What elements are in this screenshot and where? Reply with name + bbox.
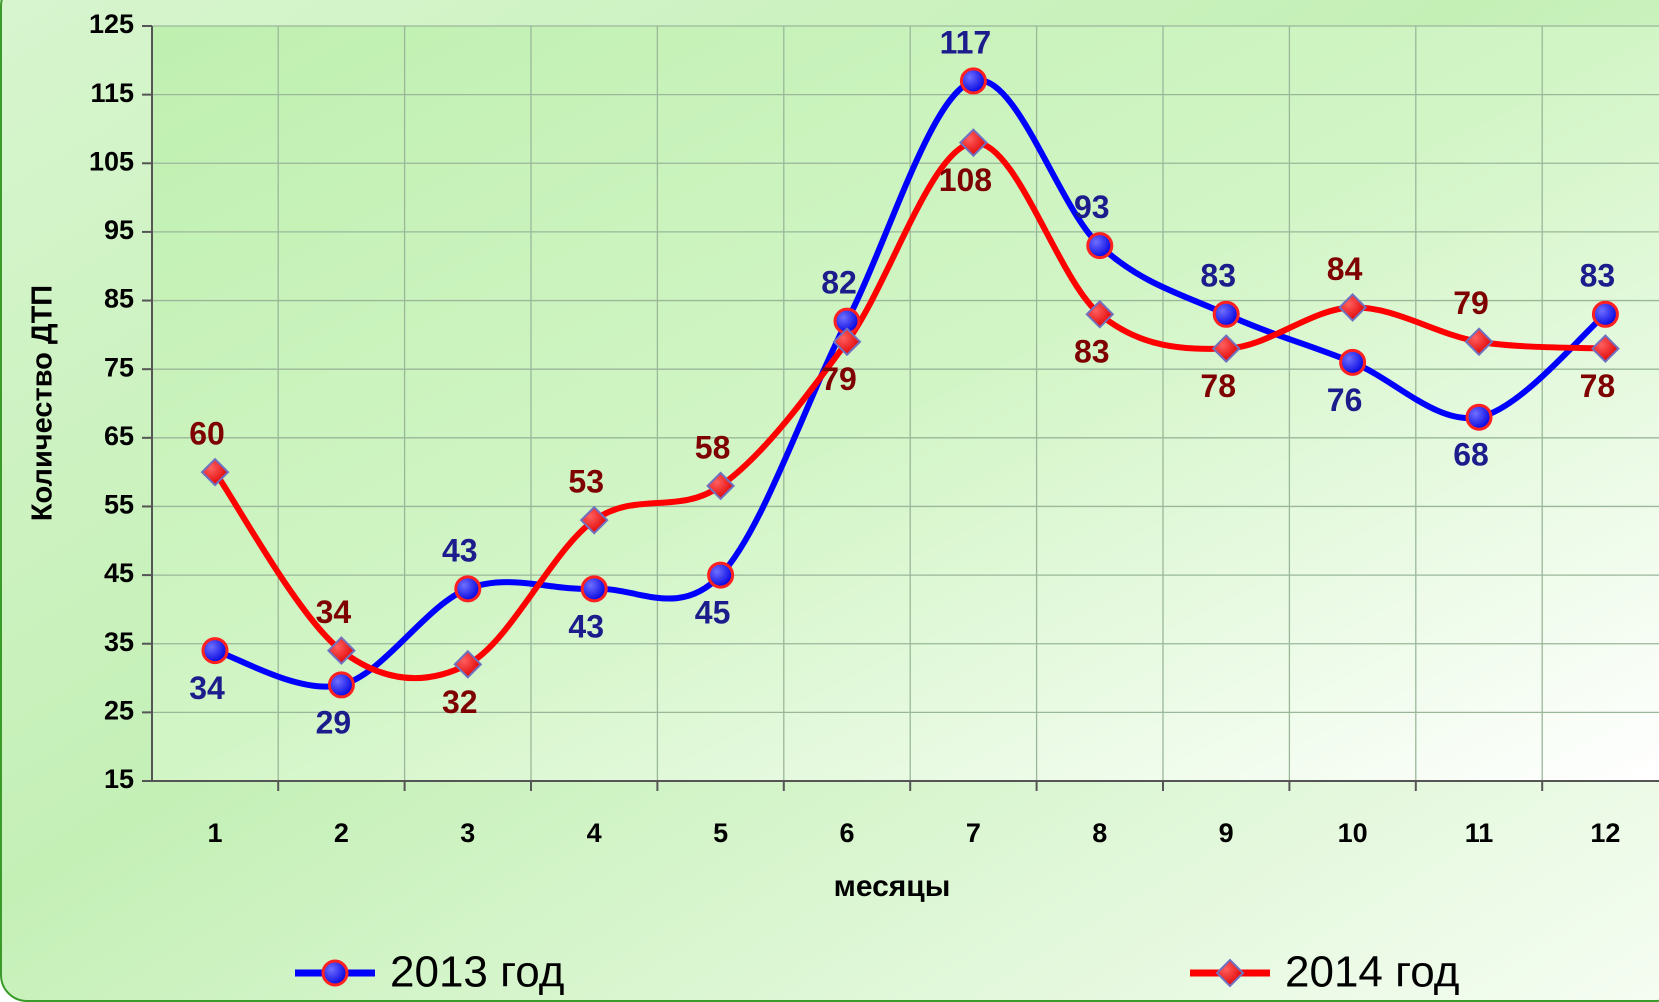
y-tick-label: 25 — [104, 695, 134, 725]
data-label: 60 — [189, 416, 225, 452]
data-label: 68 — [1453, 437, 1489, 473]
y-tick-label: 55 — [104, 490, 134, 520]
data-label: 84 — [1327, 251, 1363, 287]
marker — [1464, 327, 1494, 357]
x-tick-label: 5 — [713, 818, 728, 848]
x-tick-label: 11 — [1465, 818, 1494, 848]
x-tick-label: 12 — [1590, 818, 1620, 848]
x-tick-label: 4 — [587, 818, 602, 848]
legend-label: 2013 год — [390, 948, 564, 997]
legend-label: 2014 год — [1285, 948, 1459, 997]
x-tick-label: 9 — [1219, 818, 1234, 848]
data-label: 78 — [1580, 368, 1616, 404]
data-label: 83 — [1580, 258, 1616, 294]
x-tick-label: 10 — [1338, 818, 1368, 848]
marker — [201, 637, 229, 665]
data-label: 108 — [939, 162, 992, 198]
marker — [1086, 232, 1114, 260]
x-tick-label: 6 — [839, 818, 854, 848]
data-label: 34 — [316, 594, 352, 630]
marker — [832, 327, 862, 357]
y-tick-label: 125 — [89, 9, 134, 39]
data-label: 43 — [568, 608, 604, 644]
y-tick-label: 105 — [89, 146, 134, 176]
data-label: 117 — [940, 24, 992, 60]
marker — [200, 457, 230, 487]
x-tick-label: 1 — [207, 818, 222, 848]
marker — [1085, 299, 1115, 329]
data-label: 79 — [821, 361, 857, 397]
data-label: 93 — [1074, 189, 1110, 225]
data-label: 79 — [1453, 285, 1489, 321]
marker — [959, 67, 987, 95]
y-tick-label: 75 — [104, 352, 134, 382]
marker — [1211, 334, 1241, 364]
data-label: 78 — [1200, 368, 1236, 404]
data-label: 32 — [442, 684, 478, 720]
marker — [327, 671, 355, 699]
marker — [454, 575, 482, 603]
marker — [453, 649, 483, 679]
marker — [706, 471, 736, 501]
y-tick-label: 95 — [104, 215, 134, 245]
marker — [1591, 300, 1619, 328]
marker — [958, 128, 988, 158]
x-axis-label: месяцы — [834, 870, 951, 903]
y-tick-label: 85 — [104, 284, 134, 314]
y-tick-label: 65 — [104, 421, 134, 451]
data-label: 58 — [695, 429, 731, 465]
y-tick-label: 45 — [104, 558, 134, 588]
data-label: 34 — [189, 670, 225, 706]
marker — [1339, 348, 1367, 376]
marker — [707, 561, 735, 589]
marker — [1465, 403, 1493, 431]
legend-marker — [1215, 958, 1245, 988]
x-tick-label: 7 — [966, 818, 981, 848]
data-label: 76 — [1327, 382, 1363, 418]
y-axis-label: Количество ДТП — [27, 285, 59, 521]
data-label: 82 — [821, 265, 857, 301]
marker — [1338, 292, 1368, 322]
data-label: 83 — [1074, 334, 1110, 370]
legend-marker — [321, 959, 349, 987]
data-label: 29 — [316, 704, 352, 740]
y-tick-label: 35 — [104, 627, 134, 657]
marker — [326, 636, 356, 666]
data-label: 45 — [695, 595, 731, 631]
marker — [1590, 334, 1620, 364]
marker — [579, 505, 609, 535]
data-label: 83 — [1200, 258, 1236, 294]
plot-area — [152, 26, 1659, 781]
x-tick-label: 2 — [334, 818, 349, 848]
x-tick-label: 3 — [460, 818, 475, 848]
marker — [580, 575, 608, 603]
y-tick-label: 15 — [104, 764, 134, 794]
y-tick-label: 115 — [90, 78, 134, 108]
data-label: 43 — [442, 532, 478, 568]
x-tick-label: 8 — [1092, 818, 1107, 848]
data-label: 53 — [568, 464, 604, 500]
marker — [1212, 300, 1240, 328]
